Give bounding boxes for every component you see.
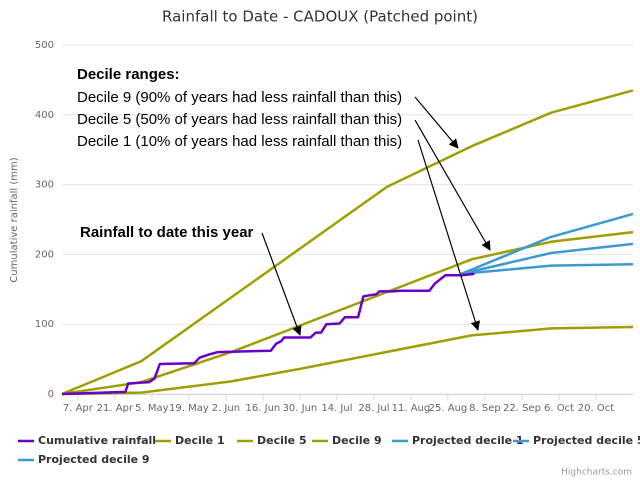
series-line [460, 212, 634, 276]
legend-item[interactable]: Decile 1 [155, 434, 225, 447]
legend-item[interactable]: Projected decile 5 [513, 434, 640, 447]
arrow [414, 96, 459, 149]
x-tick-label: 16. Jun [246, 403, 281, 414]
legend-item[interactable]: Decile 5 [237, 434, 307, 447]
chart-title: Rainfall to Date - CADOUX (Patched point… [162, 8, 478, 26]
legend-label: Cumulative rainfall [38, 434, 156, 447]
annotation: Decile ranges: [77, 66, 180, 83]
x-tick-label: 5. May [135, 403, 168, 414]
arrow [414, 119, 491, 251]
x-tick-label: 25. Aug [429, 403, 468, 414]
arrow [417, 139, 480, 331]
x-tick-label: 22. Sep [503, 403, 541, 414]
legend: Cumulative rainfall Decile 1 Decile 5 Decil… [18, 434, 640, 466]
y-tick-label: 200 [35, 249, 54, 260]
credits[interactable]: Highcharts.com [561, 468, 632, 478]
plot-lines [61, 89, 634, 396]
series-line [461, 262, 634, 276]
legend-item[interactable]: Cumulative rainfall [18, 434, 156, 447]
legend-label: Projected decile 5 [533, 434, 640, 447]
x-tick-label: 20. Oct [578, 403, 614, 414]
legend-label: Decile 5 [257, 434, 307, 447]
grid: 0 100 200 300 400 500 7. Apr 21. Apr 5. May 19. M… [35, 40, 633, 414]
x-tick-label: 2. Jun [212, 403, 240, 414]
legend-label: Projected decile 9 [38, 453, 150, 466]
y-tick-label: 300 [35, 180, 54, 191]
y-tick-label: 400 [35, 110, 54, 121]
annotation: Decile 1 (10% of years had less rainfall… [77, 133, 402, 150]
legend-label: Projected decile 1 [412, 434, 524, 447]
y-tick-label: 100 [35, 319, 54, 330]
annotation: Rainfall to date this year [80, 224, 254, 241]
annotation: Decile 5 (50% of years had less rainfall… [77, 111, 402, 128]
x-tick-label: 30. Jun [283, 403, 318, 414]
series-line [61, 89, 634, 396]
y-tick-label: 0 [48, 389, 54, 400]
annotation: Decile 9 (90% of years had less rainfall… [77, 89, 402, 106]
series-line [61, 272, 475, 396]
legend-item[interactable]: Decile 9 [312, 434, 382, 447]
x-tick-label: 19. May [169, 403, 209, 414]
x-tick-label: 6. Oct [544, 403, 574, 414]
x-tick-label: 7. Apr [63, 403, 94, 414]
series-line [460, 242, 634, 276]
x-tick-label: 14. Jul [321, 403, 352, 414]
arrow [261, 232, 302, 336]
legend-label: Decile 9 [332, 434, 382, 447]
x-tick-label: 21. Apr [97, 403, 134, 414]
series-line [61, 230, 634, 396]
x-tick-label: 11. Aug [392, 403, 431, 414]
series-line [61, 325, 634, 396]
y-tick-label: 500 [35, 40, 54, 51]
x-tick-label: 8. Sep [469, 403, 501, 414]
legend-label: Decile 1 [175, 434, 225, 447]
legend-item[interactable]: Projected decile 9 [18, 453, 150, 466]
legend-item[interactable]: Projected decile 1 [392, 434, 524, 447]
x-tick-label: 28. Jul [358, 403, 389, 414]
arrows [261, 96, 491, 336]
y-axis-title: Cumulative rainfall (mm) [9, 157, 20, 282]
